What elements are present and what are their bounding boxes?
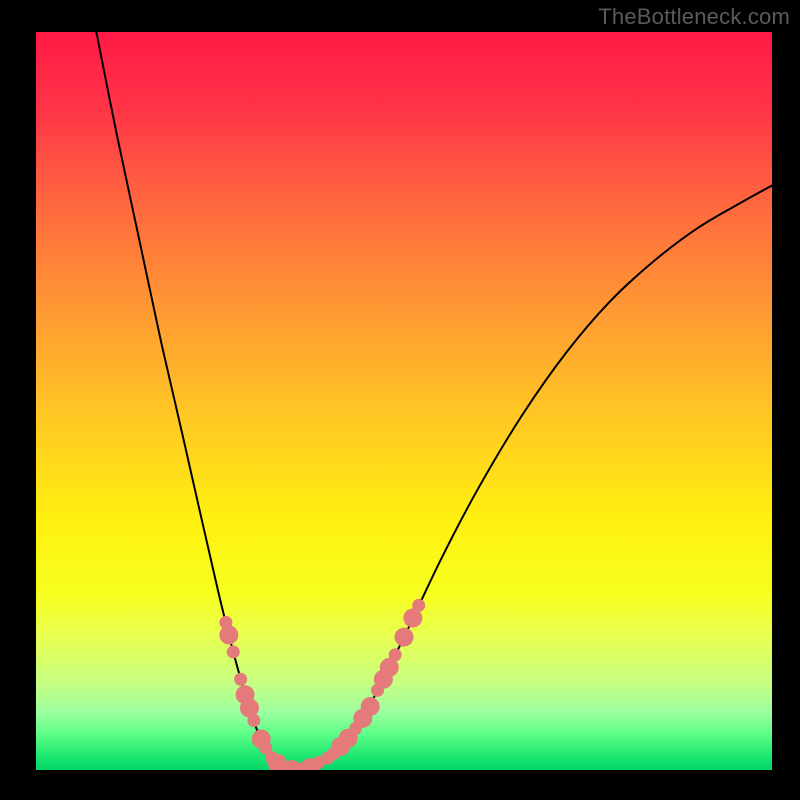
watermark-text: TheBottleneck.com <box>598 4 790 30</box>
plot-area <box>36 32 772 770</box>
gradient-background <box>36 32 772 770</box>
chart-container: TheBottleneck.com <box>0 0 800 800</box>
